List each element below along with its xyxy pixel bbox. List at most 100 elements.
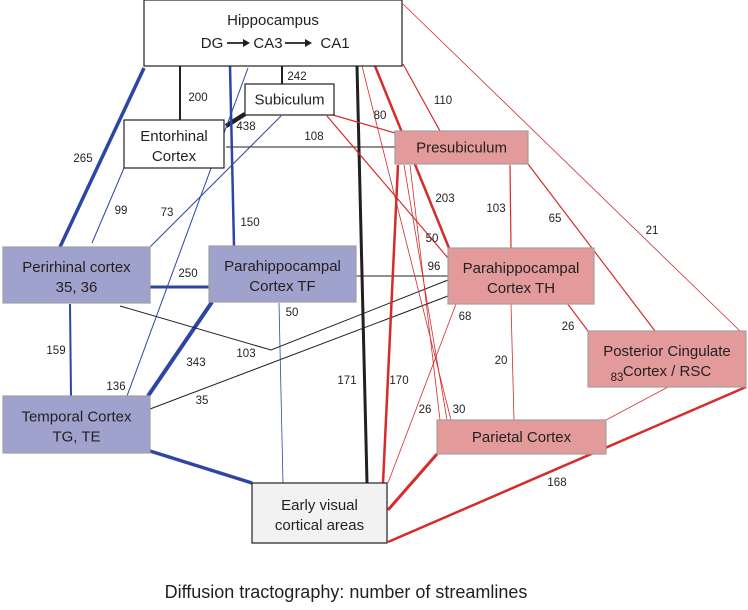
connection-parahippocampal_tf-early_visual bbox=[278, 302, 284, 484]
streamline-count-label: 83 bbox=[611, 372, 624, 384]
connection-entorhinal-perirhinal bbox=[91, 167, 125, 244]
streamline-count-label: 80 bbox=[374, 110, 387, 122]
connection-subiculum-perirhinal bbox=[149, 115, 282, 248]
connection-hippocampus-parahippocampal_tf bbox=[228, 65, 236, 247]
node-box bbox=[436, 419, 607, 455]
node-label-secondary: Cortex TF bbox=[249, 278, 315, 295]
connection-subiculum-presubiculum bbox=[332, 114, 396, 134]
node-label: Temporal Cortex bbox=[21, 409, 132, 426]
hippocampal-subfield-ca3: CA3 bbox=[253, 35, 282, 52]
node-label: Parietal Cortex bbox=[472, 429, 572, 446]
node-label: Early visual bbox=[281, 497, 358, 514]
streamline-count-label: 26 bbox=[419, 404, 432, 416]
node-label: Posterior Cingulate bbox=[603, 343, 731, 360]
connection-parahippocampal_th-parietal bbox=[510, 303, 515, 421]
node-box bbox=[244, 83, 335, 116]
node-box bbox=[208, 245, 357, 303]
connection-presubiculum-parietal bbox=[403, 164, 448, 421]
connection-entorhinal-subiculum bbox=[224, 112, 247, 128]
node-box bbox=[447, 247, 595, 305]
streamline-count-label: 110 bbox=[434, 95, 452, 107]
streamline-count-label: 50 bbox=[426, 233, 439, 245]
connection-subiculum-parahippocampal_th bbox=[326, 115, 449, 259]
figure-caption: Diffusion tractography: number of stream… bbox=[165, 582, 528, 602]
streamline-count-label: 242 bbox=[287, 71, 306, 83]
connection-parietal-early_visual bbox=[386, 453, 439, 511]
node-box bbox=[2, 246, 151, 304]
streamline-count-label: 136 bbox=[106, 381, 125, 393]
connection-presubiculum-early_visual bbox=[381, 164, 400, 484]
streamline-count-label: 203 bbox=[435, 193, 454, 205]
streamline-count-label: 200 bbox=[188, 92, 207, 104]
connection-posterior_cingulate-early_visual bbox=[387, 385, 747, 544]
streamline-count-label: 68 bbox=[459, 311, 472, 323]
node-label-secondary: TG, TE bbox=[52, 429, 100, 446]
node-label: Entorhinal bbox=[140, 128, 208, 145]
connection-hippocampus-perirhinal bbox=[58, 67, 146, 248]
streamline-count-label: 343 bbox=[186, 357, 205, 369]
connection-hippocampus-posterior_cingulate bbox=[402, 3, 741, 332]
connection-hippocampus-early_visual bbox=[355, 65, 369, 484]
node-subiculum: Subiculum bbox=[244, 83, 335, 116]
connection-parahippocampal_th-early_visual bbox=[387, 303, 457, 484]
connection-parahippocampal_th-posterior_cingulate bbox=[566, 302, 589, 332]
connection-perirhinal-parahippocampal_th bbox=[119, 279, 449, 351]
streamline-count-label: 50 bbox=[286, 307, 299, 319]
node-early-visual: Early visual cortical areas bbox=[251, 482, 388, 544]
node-label-secondary: Cortex / RSC bbox=[623, 363, 712, 380]
node-presubiculum: Presubiculum bbox=[394, 130, 529, 165]
streamline-count-label: 250 bbox=[178, 268, 197, 280]
streamline-count-label: 99 bbox=[115, 205, 128, 217]
connection-hippocampus-parietal bbox=[361, 65, 452, 421]
hippocampal-subfield-ca1: CA1 bbox=[320, 35, 349, 52]
node-label: Perirhinal cortex bbox=[22, 259, 131, 276]
streamline-count-label: 21 bbox=[646, 225, 659, 237]
node-label: Parahippocampal bbox=[463, 260, 580, 277]
node-parahippocampal-tf: Parahippocampal Cortex TF bbox=[208, 245, 357, 303]
node-temporal: Temporal Cortex TG, TE bbox=[2, 395, 151, 454]
node-box bbox=[2, 395, 151, 454]
streamline-count-label: 96 bbox=[428, 261, 441, 273]
node-label: Presubiculum bbox=[416, 140, 507, 157]
streamline-count-label: 170 bbox=[389, 375, 408, 387]
streamline-count-label: 26 bbox=[562, 321, 575, 333]
streamline-count-label: 438 bbox=[236, 121, 255, 133]
node-posterior-cingulate: Posterior Cingulate Cortex / RSC bbox=[587, 330, 747, 388]
connection-parahippocampal_tf-temporal bbox=[146, 300, 214, 398]
streamline-count-label: 171 bbox=[337, 375, 356, 387]
streamline-count-label: 103 bbox=[236, 348, 255, 360]
streamline-count-label: 108 bbox=[304, 131, 323, 143]
streamline-count-label: 103 bbox=[486, 203, 505, 215]
streamline-count-label: 168 bbox=[547, 477, 566, 489]
node-box bbox=[251, 482, 388, 544]
node-perirhinal: Perirhinal cortex 35, 36 bbox=[2, 246, 151, 304]
streamline-count-label: 35 bbox=[196, 395, 209, 407]
streamline-count-label: 30 bbox=[453, 404, 466, 416]
streamline-count-label: 159 bbox=[46, 345, 65, 357]
streamline-count-label: 150 bbox=[240, 217, 259, 229]
connection-perirhinal-temporal bbox=[69, 303, 72, 397]
node-parietal: Parietal Cortex bbox=[436, 419, 607, 455]
node-box bbox=[394, 130, 529, 165]
connection-temporal-parahippocampal_th bbox=[149, 295, 449, 410]
edge-labels-layer: 265 200 242 438 108 99 73 150 136 250 159 343 103 35 5… bbox=[46, 71, 658, 489]
arrowhead-icon bbox=[243, 39, 250, 47]
node-label-secondary: 35, 36 bbox=[56, 279, 98, 296]
hippocampal-subfield-dg: DG bbox=[201, 35, 224, 52]
streamline-count-label: 20 bbox=[495, 355, 508, 367]
node-entorhinal: Entorhinal Cortex bbox=[123, 119, 225, 169]
node-label-secondary: Cortex bbox=[152, 148, 197, 165]
connection-hippocampus-temporal bbox=[126, 67, 249, 397]
node-label-secondary: Cortex TH bbox=[487, 280, 555, 297]
node-box bbox=[587, 330, 747, 388]
node-label: Subiculum bbox=[254, 92, 324, 109]
connection-hippocampus-presubiculum bbox=[402, 63, 441, 132]
node-label-secondary: cortical areas bbox=[275, 517, 364, 534]
node-label: Parahippocampal bbox=[224, 258, 341, 275]
connection-presubiculum-parietal bbox=[409, 164, 441, 421]
node-title: Hippocampus bbox=[227, 12, 319, 29]
connection-presubiculum-parahippocampal_th bbox=[509, 164, 512, 249]
node-parahippocampal-th: Parahippocampal Cortex TH bbox=[447, 247, 595, 305]
